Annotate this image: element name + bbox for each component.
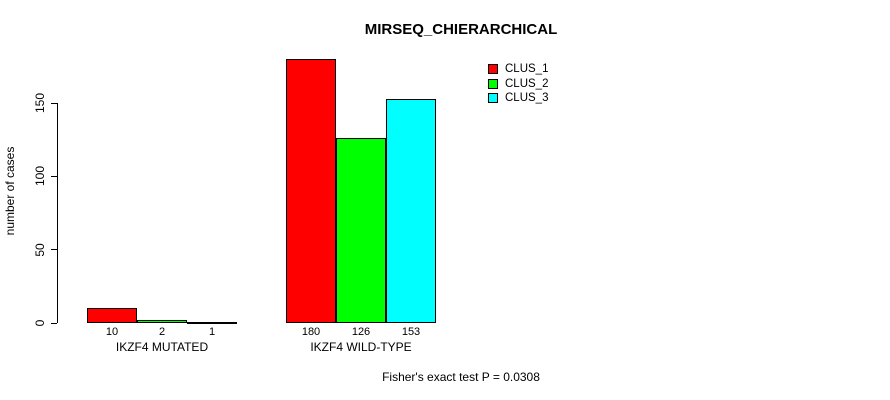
y-tick-label: 100 [33,166,47,187]
bar-clus_2-group2 [336,138,386,323]
y-tick [51,322,57,324]
bar-value-label: 180 [301,326,321,338]
legend-row-clus_3: CLUS_3 [488,91,548,105]
bar-clus_1-group2 [286,59,336,323]
bar-clus_2-group1 [137,320,187,323]
legend-swatch-clus_2 [488,78,498,89]
chart-title: MIRSEQ_CHIERARCHICAL [364,21,558,38]
group-label-1: IKZF4 MUTATED [115,340,209,354]
bar-clus_3-group1 [187,321,237,324]
y-tick [51,102,57,104]
y-tick-label: 50 [33,242,47,257]
legend-row-clus_1: CLUS_1 [488,62,548,76]
legend-label: CLUS_3 [505,92,549,104]
fisher-test-annotation: Fisher's exact test P = 0.0308 [382,370,540,384]
y-tick-label: 150 [33,92,47,114]
group-label-2: IKZF4 WILD-TYPE [310,340,412,354]
legend-label: CLUS_2 [505,77,549,90]
bar-clus_1-group1 [87,308,137,323]
y-axis-label: number of cases [3,146,17,236]
legend-row-clus_2: CLUS_2 [488,77,548,91]
bar-value-label: 153 [401,326,421,338]
bar-value-label: 126 [351,326,371,338]
legend-swatch-clus_3 [488,93,498,103]
legend-swatch-clus_1 [488,64,498,74]
legend-label: CLUS_1 [505,63,549,75]
legend: CLUS_1 CLUS_2 CLUS_3 [488,62,548,106]
bar-value-label: 2 [158,326,166,338]
bar-value-label: 1 [208,326,216,338]
y-axis-line [57,103,58,323]
y-tick [51,249,57,251]
y-tick [51,175,57,177]
y-tick-label: 0 [33,319,47,327]
bar-value-label: 10 [105,326,119,338]
bar-clus_3-group2 [386,98,436,323]
